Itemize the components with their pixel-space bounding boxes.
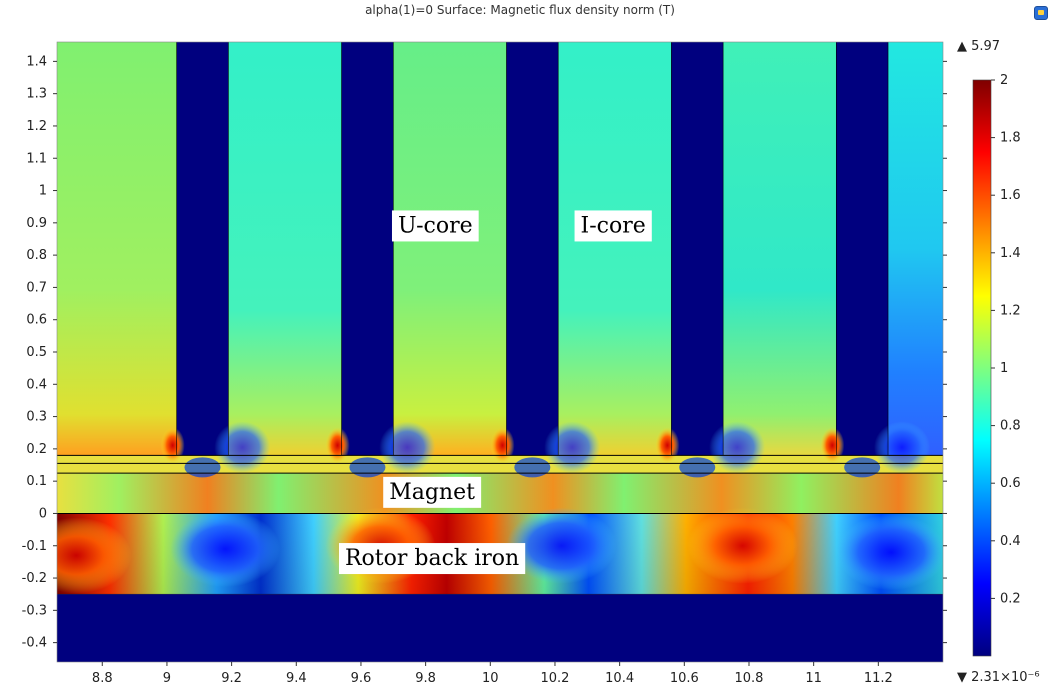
x-tick-label: 10.2 bbox=[540, 671, 569, 686]
y-tick-label: 0.4 bbox=[26, 377, 47, 392]
x-tick-label: 9.8 bbox=[415, 671, 436, 686]
gap-leakage bbox=[679, 457, 716, 478]
back-iron-patch bbox=[506, 507, 617, 584]
flux-hotspot bbox=[325, 427, 350, 464]
core-segment bbox=[723, 42, 837, 456]
x-tick-label: 9.4 bbox=[286, 671, 307, 686]
core-segment bbox=[228, 42, 342, 456]
plot-title: alpha(1)=0 Surface: Magnetic flux densit… bbox=[365, 3, 675, 17]
colorbar-tick-label: 0.6 bbox=[1000, 476, 1021, 491]
y-tick-label: -0.2 bbox=[22, 571, 47, 586]
region-label: U-core bbox=[391, 210, 479, 242]
region-label-text: Rotor back iron bbox=[345, 546, 519, 571]
region-label-box bbox=[574, 210, 652, 242]
core-segment bbox=[558, 42, 672, 456]
x-tick-label: 11.2 bbox=[864, 671, 893, 686]
flux-coldspot bbox=[379, 421, 436, 474]
y-tick-label: 1 bbox=[39, 184, 47, 199]
gap-leakage bbox=[514, 457, 551, 478]
colorbar-tick-label: 0.4 bbox=[1000, 534, 1021, 549]
x-tick-label: 9.6 bbox=[351, 671, 372, 686]
flux-coldspot bbox=[709, 421, 766, 474]
colorbar-tick-label: 2 bbox=[1000, 73, 1008, 88]
core-segment bbox=[57, 42, 177, 456]
below-rotor-region bbox=[57, 594, 943, 662]
colorbar-max-label: ▲ 5.97 bbox=[957, 39, 1000, 54]
y-tick-label: 0.3 bbox=[26, 410, 47, 425]
flux-hotspot bbox=[490, 427, 515, 464]
flux-coldspot bbox=[874, 421, 931, 474]
colorbar-gradient bbox=[972, 79, 992, 657]
flux-hotspot bbox=[655, 427, 680, 464]
colorbar-tick-label: 0.2 bbox=[1000, 591, 1021, 606]
region-label-text: I-core bbox=[581, 213, 646, 238]
x-axis: 8.8 9 9.2 9.4 9.6 9.8 10 10.2 10.4 10.6 10.8 11 11.2 bbox=[92, 662, 893, 686]
colorbar-tick-label: 1.8 bbox=[1000, 131, 1021, 146]
magnet-region bbox=[57, 473, 943, 514]
x-tick-label: 11 bbox=[805, 671, 822, 686]
x-tick-label: 10 bbox=[482, 671, 499, 686]
flux-coldspot bbox=[214, 421, 271, 474]
y-tick-label: 0.5 bbox=[26, 345, 47, 360]
region-label: Magnet bbox=[383, 476, 482, 508]
y-tick-label: 1.1 bbox=[26, 151, 47, 166]
colorbar-min-label: ▼ 2.31×10⁻⁶ bbox=[957, 670, 1040, 685]
colorbar: 2 1.8 1.6 1.4 1.2 1 0.8 0.6 0.4 0.2 ▲ 5.97 ▼ 2.31×1… bbox=[957, 39, 1040, 685]
core-segment bbox=[393, 42, 507, 456]
y-tick-label: -0.1 bbox=[22, 539, 47, 554]
x-tick-label: 10.6 bbox=[670, 671, 699, 686]
y-tick-label: 1.3 bbox=[26, 87, 47, 102]
x-tick-label: 9.2 bbox=[221, 671, 242, 686]
y-tick-label: 1.4 bbox=[26, 54, 47, 69]
region-label-text: Magnet bbox=[389, 480, 475, 505]
colorbar-tick-label: 0.8 bbox=[1000, 419, 1021, 434]
colorbar-tick-label: 1 bbox=[1000, 361, 1008, 376]
flux-hotspot bbox=[160, 427, 185, 464]
region-label-box bbox=[391, 210, 479, 242]
y-tick-label: 0.9 bbox=[26, 216, 47, 231]
back-iron-patch bbox=[57, 517, 132, 594]
y-tick-label: 0 bbox=[39, 506, 47, 521]
gap-leakage bbox=[844, 457, 881, 478]
y-tick-label: -0.4 bbox=[22, 636, 47, 651]
y-tick-label: 0.7 bbox=[26, 280, 47, 295]
y-tick-label: 0.2 bbox=[26, 442, 47, 457]
colorbar-tick-label: 1.6 bbox=[1000, 188, 1021, 203]
region-label-box bbox=[338, 543, 526, 575]
flux-coldspot bbox=[544, 421, 601, 474]
x-tick-label: 10.4 bbox=[605, 671, 634, 686]
gap-leakage bbox=[184, 457, 221, 478]
region-label: Rotor back iron bbox=[338, 543, 526, 575]
y-tick-label: 0.1 bbox=[26, 474, 47, 489]
x-tick-label: 10.8 bbox=[735, 671, 764, 686]
region-labels: U-core I-core Magnet Rotor back iron bbox=[338, 210, 652, 575]
region-label-text: U-core bbox=[398, 213, 473, 238]
y-tick-label: -0.3 bbox=[22, 603, 47, 618]
colorbar-tick-label: 1.4 bbox=[1000, 246, 1021, 261]
region-label-box bbox=[383, 476, 482, 508]
x-tick-label: 8.8 bbox=[92, 671, 113, 686]
y-tick-label: 0.8 bbox=[26, 248, 47, 263]
y-tick-label: 1.2 bbox=[26, 119, 47, 134]
x-tick-label: 9 bbox=[163, 671, 171, 686]
back-iron-patch bbox=[170, 510, 281, 587]
y-tick-label: 0.6 bbox=[26, 313, 47, 328]
image-export-icon[interactable] bbox=[1034, 6, 1048, 20]
colorbar-tick-label: 1.2 bbox=[1000, 303, 1021, 318]
back-iron-patch bbox=[687, 507, 798, 584]
region-label: I-core bbox=[574, 210, 652, 242]
gap-leakage bbox=[349, 457, 386, 478]
flux-hotspot bbox=[820, 427, 845, 464]
core-segment bbox=[888, 42, 943, 456]
flux-density-surface bbox=[57, 42, 943, 662]
y-axis: 1.4 1.3 1.2 1.1 1 0.9 0.8 0.7 0.6 0.5 0.4 0.3 0.2 0.1… bbox=[22, 54, 947, 651]
back-iron-patch bbox=[836, 514, 943, 591]
